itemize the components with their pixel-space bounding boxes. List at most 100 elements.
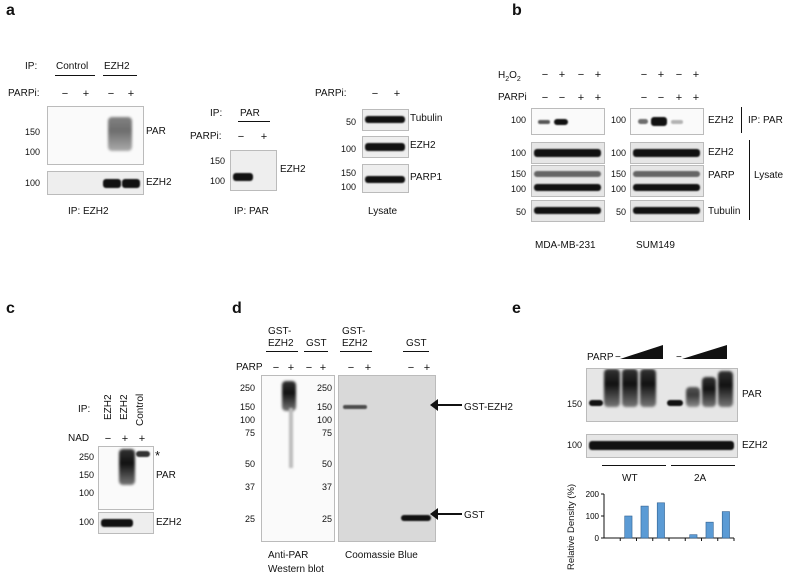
mw-marker: 100 [24,178,40,188]
dash: − [676,352,682,363]
parpi-label: PARPi [498,92,527,103]
parpi-label: PARPi: [315,88,347,99]
blot-caption: IP: EZH2 [68,206,109,217]
lane-label: Control [135,393,146,426]
dash: − [615,352,621,363]
band-label: PARP1 [410,172,443,183]
asterisk: * [155,448,161,463]
mw-marker: 37 [244,482,255,492]
chart-bar [721,511,730,539]
sign: + [319,362,327,374]
sign: − [657,92,665,104]
mw-marker: 100 [209,176,225,186]
mw-marker: 150 [610,169,626,179]
sign: + [121,433,129,445]
blot-ip-ezh2-par [47,106,144,165]
sign: − [107,88,115,100]
parpi-label: PARPi: [8,88,40,99]
lane-group-label: GST- [342,326,366,337]
h2o2-label: H2O2 [498,70,521,83]
chart-bar [689,534,698,539]
chart-y-tick-label: 0 [595,534,600,543]
sign: + [127,88,135,100]
chart-ylabel: Relative Density (%) [566,483,577,570]
mw-marker: 150 [510,169,526,179]
mw-marker: 150 [209,156,225,166]
band-label: EZH2 [146,177,172,188]
blot-b-mda-ip [531,108,605,135]
par-label: PAR [240,108,260,119]
band-label: EZH2 [708,115,734,126]
blot-ip-ezh2-ezh2 [47,171,144,195]
wedge-icon [620,345,663,359]
mw-marker: 150 [316,402,332,412]
ip-label: IP: [210,108,223,119]
band-label: PARP [708,170,735,181]
sign: + [82,88,90,100]
sign: − [61,88,69,100]
panel-letter-a: a [6,2,15,19]
blot-d-coomassie [338,375,436,542]
sign: − [577,69,585,81]
sign: − [640,92,648,104]
mw-marker: 37 [321,482,332,492]
band-label: Tubulin [410,113,443,124]
ip-row-label: IP: [25,61,38,72]
blot-e-ezh2 [586,434,738,458]
mw-marker: 100 [340,182,356,192]
sign: − [347,362,355,374]
mw-marker: 100 [510,115,526,125]
mw-marker: 100 [340,144,356,154]
sign: − [675,69,683,81]
sign: + [577,92,585,104]
cell-line-label: SUM149 [636,240,675,251]
mw-marker: 50 [515,207,526,217]
mw-marker: 50 [321,459,332,469]
mw-marker: 100 [610,115,626,125]
blot-c-par [98,446,154,510]
band-label: EZH2 [708,147,734,158]
mw-marker: 250 [316,383,332,393]
mw-marker: 100 [510,184,526,194]
caption: Western blot [268,564,324,575]
mw-marker: 100 [24,147,40,157]
sign: + [260,131,268,143]
ip-label: IP: [78,404,91,415]
lane-group-label: GST [306,338,327,349]
band-label: EZH2 [410,140,436,151]
blot-b-mda-tubulin [531,200,605,222]
sign: − [541,92,549,104]
sign: + [675,92,683,104]
mw-marker: 100 [610,148,626,158]
caption: Coomassie Blue [345,550,418,561]
mw-marker: 75 [321,428,332,438]
band-label: PAR [742,389,762,400]
chart-y-tick-label: 200 [586,490,600,499]
group-label: 2A [694,473,707,484]
sign: + [393,88,401,100]
arrow-gst-icon [430,508,462,520]
mw-marker: 100 [78,488,94,498]
sign: + [287,362,295,374]
arrow-label: GST [464,510,485,521]
group-label-lysate: Lysate [754,170,784,181]
lane-group-label: GST- [268,326,292,337]
blot-e-par [586,368,738,422]
sign: + [692,69,700,81]
chart-bar [656,502,665,539]
mw-marker: 150 [340,168,356,178]
lane-label: EZH2 [119,394,130,420]
band-label: EZH2 [742,440,768,451]
sign: + [364,362,372,374]
lane-group-label: GST [406,338,427,349]
arrow-label: GST-EZH2 [464,402,513,413]
lane-group-label: EZH2 [268,338,294,349]
sign: + [692,92,700,104]
sign: − [104,433,112,445]
band-label: EZH2 [156,517,182,528]
mw-marker: 150 [24,127,40,137]
sign: + [657,69,665,81]
mw-marker: 100 [239,415,255,425]
chart-y-tick-label: 100 [586,512,600,521]
parpi-label: PARPi: [190,131,222,142]
